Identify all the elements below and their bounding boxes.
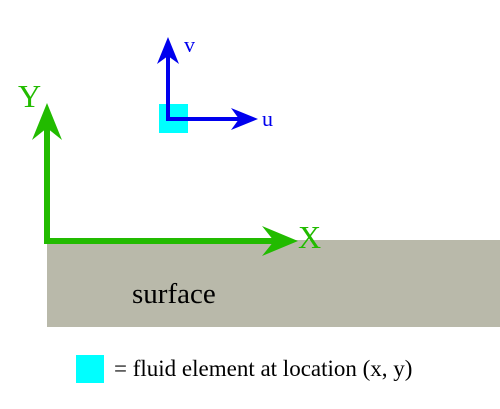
- u-velocity-label: u: [262, 106, 273, 131]
- v-velocity-arrowhead: [157, 37, 179, 64]
- y-axis-label: Y: [18, 78, 41, 114]
- u-velocity-arrowhead: [231, 108, 258, 130]
- x-axis-arrowhead: [262, 226, 298, 256]
- surface-block: [47, 240, 500, 327]
- legend: = fluid element at location (x, y): [76, 355, 412, 383]
- x-axis-label: X: [298, 219, 321, 255]
- v-velocity-label: v: [184, 32, 195, 57]
- surface-label: surface: [132, 278, 216, 310]
- legend-text: = fluid element at location (x, y): [114, 356, 413, 381]
- y-axis-arrowhead: [32, 103, 62, 140]
- legend-swatch: [76, 355, 104, 383]
